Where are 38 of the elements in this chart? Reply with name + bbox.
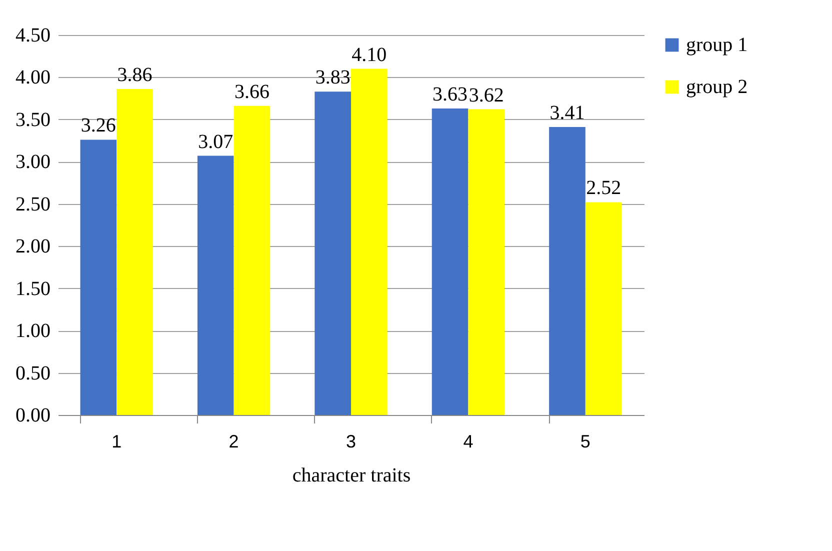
x-tick-label: 3 bbox=[346, 432, 356, 452]
x-tick-label: 2 bbox=[228, 432, 239, 452]
x-axis-title: character traits bbox=[292, 464, 411, 486]
bar bbox=[234, 106, 270, 415]
y-tick-label: 1.00 bbox=[16, 320, 50, 342]
y-tick-label: 2.50 bbox=[16, 193, 50, 216]
bar bbox=[197, 156, 234, 415]
bar bbox=[432, 108, 468, 415]
bar bbox=[549, 127, 586, 415]
data-label: 3.83 bbox=[315, 66, 350, 89]
x-tick-label: 1 bbox=[112, 432, 122, 452]
data-label: 3.63 bbox=[432, 83, 468, 106]
data-label: 3.07 bbox=[198, 130, 234, 153]
x-tick-label: 5 bbox=[580, 432, 590, 452]
y-tick-label: 4.00 bbox=[16, 66, 50, 89]
y-tick-label: 0.00 bbox=[16, 404, 50, 426]
bar bbox=[351, 68, 388, 415]
bar bbox=[314, 92, 351, 415]
legend-label: group 1 bbox=[686, 34, 748, 56]
data-label: 3.66 bbox=[234, 80, 270, 103]
y-tick-label: 0.50 bbox=[16, 362, 50, 384]
y-tick-label: 1.50 bbox=[16, 278, 50, 300]
data-label: 3.86 bbox=[117, 64, 152, 86]
bar bbox=[468, 109, 505, 415]
bar bbox=[585, 202, 622, 415]
data-label: 2.52 bbox=[586, 177, 622, 200]
bar bbox=[116, 89, 153, 415]
y-tick-label: 4.50 bbox=[16, 24, 50, 46]
data-label: 3.26 bbox=[80, 114, 116, 137]
data-label: 3.41 bbox=[550, 102, 585, 124]
legend-label: group 2 bbox=[686, 76, 748, 98]
x-tick-label: 4 bbox=[463, 432, 474, 452]
bar bbox=[80, 140, 117, 415]
y-tick-label: 2.00 bbox=[16, 236, 50, 258]
y-tick-label: 3.50 bbox=[16, 108, 50, 131]
data-label: 3.62 bbox=[468, 84, 504, 106]
y-tick-label: 3.00 bbox=[16, 151, 50, 174]
data-label: 4.10 bbox=[352, 44, 387, 66]
